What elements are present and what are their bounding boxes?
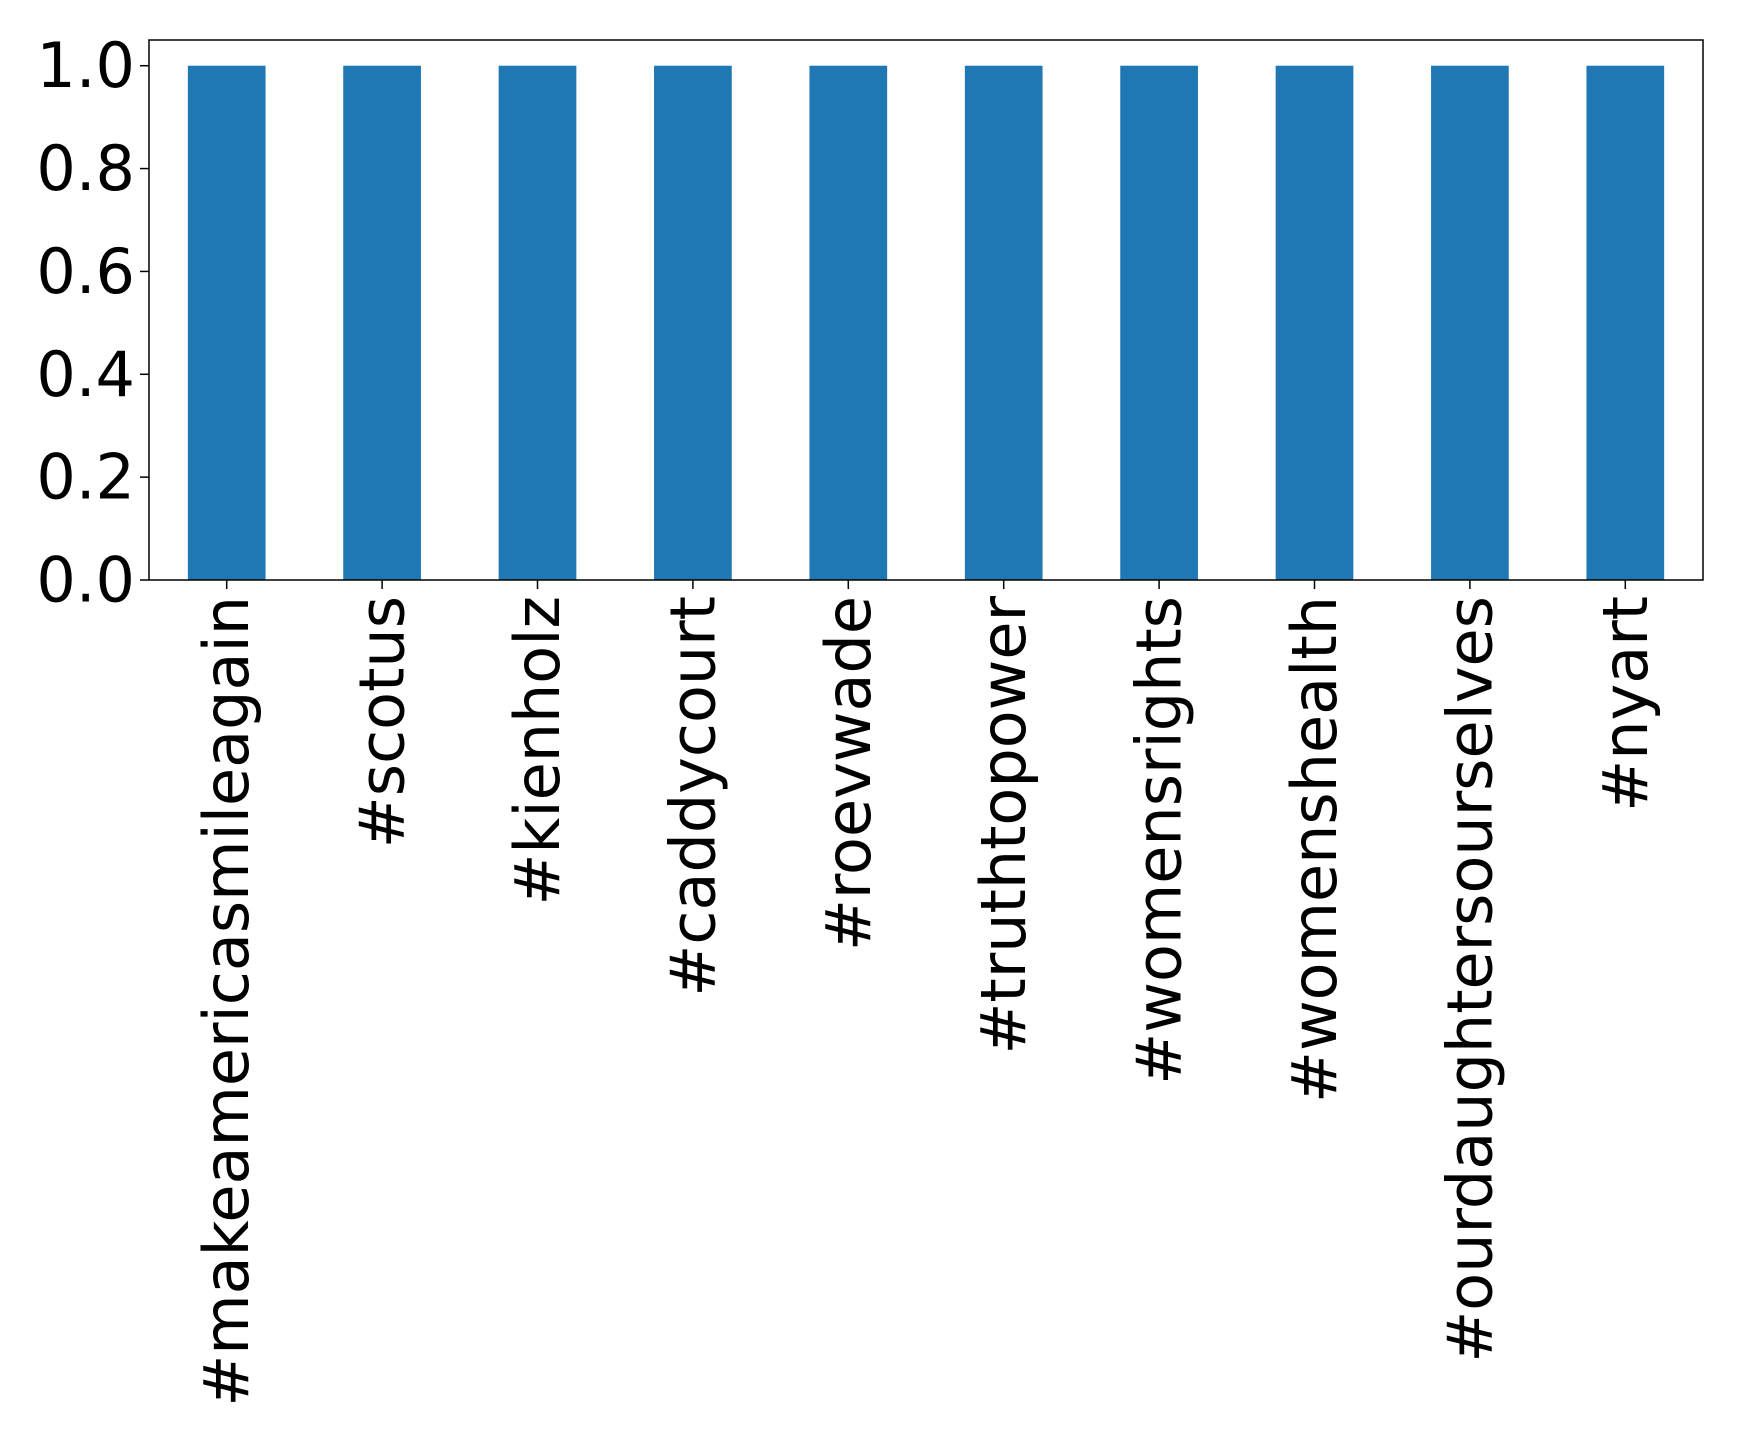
- bar-makeamericasmileagain: [187, 65, 266, 580]
- bar-ourdaughtersourselves: [1431, 65, 1509, 580]
- bar-womenshealth: [1275, 65, 1354, 580]
- y-tick-label: 0.0: [36, 544, 135, 617]
- y-tick-label: 0.8: [36, 132, 135, 205]
- bar-nyart: [1586, 65, 1665, 580]
- y-tick-label: 0.2: [36, 441, 135, 514]
- x-axis: #makeamericasmileagain #scotus #kienholz #c…: [190, 580, 1662, 1407]
- bar-womensrights: [1120, 65, 1198, 580]
- x-tick-label: #truthtopower: [967, 596, 1040, 1055]
- x-tick-label: #womensrights: [1123, 596, 1196, 1085]
- x-tick-label: #nyart: [1589, 596, 1662, 812]
- bars-group: [187, 65, 1665, 580]
- x-tick-label: #caddycourt: [656, 596, 729, 997]
- x-tick-label: #scotus: [346, 596, 419, 848]
- x-tick-label: #makeamericasmileagain: [190, 596, 263, 1407]
- y-tick-label: 0.4: [36, 338, 135, 411]
- bar-truthtopower: [964, 65, 1043, 580]
- y-tick-label: 0.6: [36, 235, 135, 308]
- bar-roevwade: [809, 65, 888, 580]
- x-tick-label: #womenshealth: [1278, 596, 1351, 1103]
- x-tick-label: #ourdaughtersourselves: [1433, 596, 1506, 1363]
- x-tick-label: #kienholz: [501, 596, 574, 906]
- bar-caddycourt: [654, 65, 732, 580]
- y-axis: 0.0 0.2 0.4 0.6 0.8 1.0: [36, 29, 149, 617]
- bar-kienholz: [498, 65, 577, 580]
- bar-scotus: [343, 65, 421, 580]
- plot-area-frame: [148, 39, 1704, 581]
- x-tick-label: #roevwade: [812, 596, 885, 951]
- y-tick-label: 1.0: [36, 29, 135, 102]
